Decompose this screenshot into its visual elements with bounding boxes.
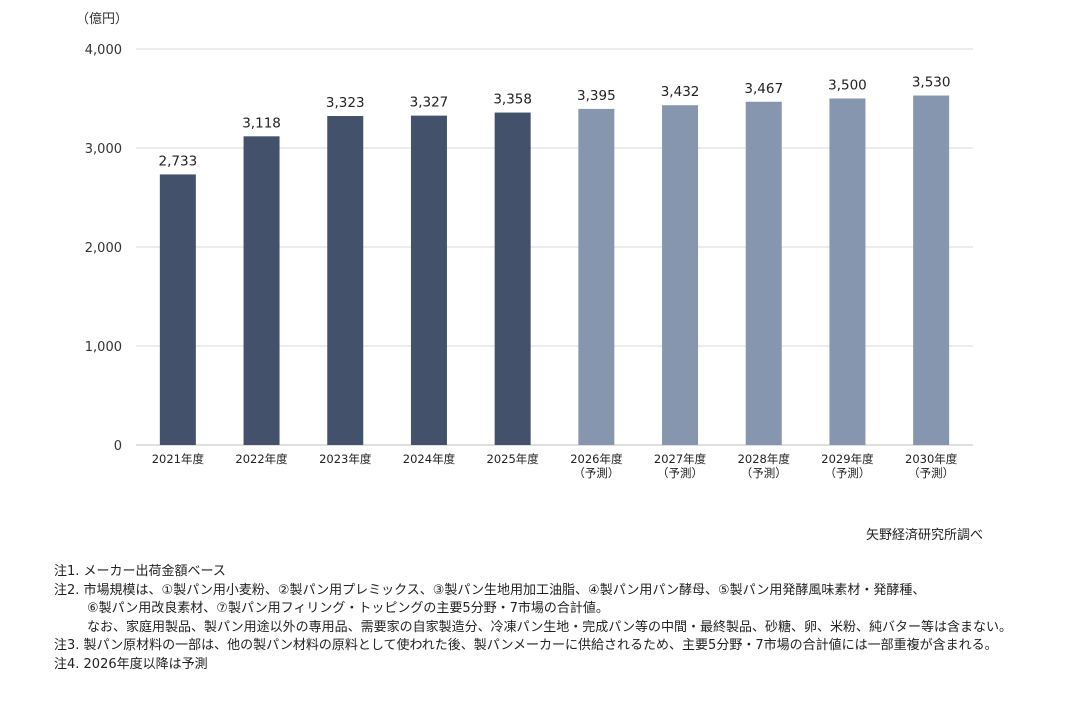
y-tick-label: 2,000 xyxy=(85,241,122,256)
bar-value-label: 3,327 xyxy=(410,95,449,111)
chart-notes: 注1. メーカー出荷金額ベース 注2. 市場規模は、①製パン用小麦粉、②製パン用… xyxy=(54,563,1074,674)
bar-value-label: 3,358 xyxy=(493,92,532,108)
bar xyxy=(327,116,364,445)
y-tick-label: 1,000 xyxy=(85,340,122,355)
x-tick-label: 2026年度 xyxy=(570,452,623,466)
note-2: 注2. 市場規模は、①製パン用小麦粉、②製パン用プレミックス、③製パン生地用加工… xyxy=(54,582,926,598)
x-tick-label: （予測） xyxy=(657,466,703,480)
x-tick-label: 2022年度 xyxy=(235,452,288,466)
source-credit: 矢野経済研究所調べ xyxy=(866,528,984,543)
note-2-exclusions: なお、家庭用製品、製パン用途以外の専用品、需要家の自家製造分、冷凍パン生地・完成… xyxy=(87,619,1012,635)
x-tick-label: 2023年度 xyxy=(319,452,372,466)
y-axis-unit-label: （億円） xyxy=(76,12,129,27)
bar-value-label: 2,733 xyxy=(159,153,198,169)
bar xyxy=(913,95,950,445)
bar-value-label: 3,530 xyxy=(912,75,951,91)
x-tick-label: 2024年度 xyxy=(403,452,456,466)
x-tick-label: （予測） xyxy=(573,466,619,480)
bar-chart: 0 1,000 2,000 3,000 4,000 2,733 2021年度 3,118 202… xyxy=(85,43,973,480)
bar xyxy=(578,108,615,446)
bar xyxy=(243,136,280,445)
y-tick-label: 3,000 xyxy=(85,142,122,157)
bar xyxy=(745,101,782,445)
bar-value-label: 3,467 xyxy=(744,81,783,97)
x-tick-label: 2028年度 xyxy=(738,452,791,466)
x-tick-label: 2027年度 xyxy=(654,452,707,466)
y-tick-label: 4,000 xyxy=(85,43,122,58)
bar-value-label: 3,323 xyxy=(326,95,365,111)
y-tick-label: 0 xyxy=(114,439,122,454)
note-1: 注1. メーカー出荷金額ベース xyxy=(54,564,226,579)
bar-value-label: 3,432 xyxy=(661,84,700,100)
x-tick-label: 2025年度 xyxy=(487,452,540,466)
bar xyxy=(829,98,866,445)
note-4: 注4. 2026年度以降は予測 xyxy=(54,656,208,672)
x-tick-label: （予測） xyxy=(741,466,787,480)
bar xyxy=(159,174,196,446)
bar-value-label: 3,395 xyxy=(577,88,616,104)
x-tick-label: 2021年度 xyxy=(152,452,205,466)
x-tick-label: （予測） xyxy=(908,466,954,480)
bar xyxy=(410,115,447,445)
x-tick-label: 2030年度 xyxy=(905,452,958,466)
note-3: 注3. 製パン原材料の一部は、他の製パン材料の原料として使われた後、製パンメーカ… xyxy=(54,638,998,653)
bar xyxy=(494,112,531,446)
note-2-continued: ⑥製パン用改良素材、⑦製パン用フィリング・トッピングの主要5分野・7市場の合計値… xyxy=(87,601,609,616)
x-tick-label: 2029年度 xyxy=(821,452,874,466)
bar-value-label: 3,500 xyxy=(828,78,867,94)
bar xyxy=(662,105,699,446)
x-tick-label: （予測） xyxy=(824,466,870,480)
bar-value-label: 3,118 xyxy=(242,115,281,131)
